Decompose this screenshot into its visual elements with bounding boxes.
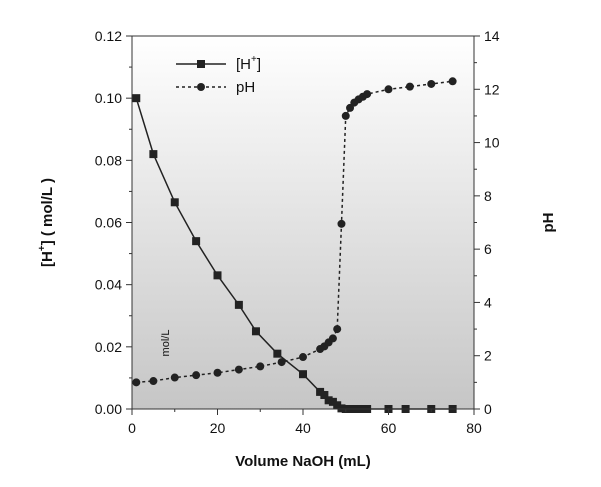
legend-label-h-plus-main: [H xyxy=(236,56,251,73)
y-left-tick-label: 0.00 xyxy=(95,401,122,417)
data-point-ph xyxy=(299,353,307,362)
data-point-ph xyxy=(213,368,222,377)
data-point-ph xyxy=(337,219,346,228)
data-point-ph xyxy=(341,111,350,120)
y-left-tick-label: 0.12 xyxy=(95,28,122,44)
data-point-ph xyxy=(363,90,372,99)
data-point-ph xyxy=(346,103,355,112)
y-axis-left-title-main: [H xyxy=(39,251,56,267)
x-tick-label: 80 xyxy=(466,420,482,436)
data-point-h-plus xyxy=(328,397,337,406)
legend-item-ph: pH xyxy=(176,79,255,96)
legend-item-h-plus: [H+] xyxy=(176,54,261,73)
x-tick-label: 20 xyxy=(210,420,226,436)
data-point-h-plus xyxy=(316,387,325,396)
legend-marker-circle xyxy=(197,83,205,91)
data-point-h-plus xyxy=(213,271,222,280)
data-point-h-plus xyxy=(251,327,260,336)
data-point-ph xyxy=(448,77,457,86)
y-right-tick-label: 0 xyxy=(484,401,492,417)
legend-label-h-plus: [H+] xyxy=(236,54,261,73)
legend: [H+] pH xyxy=(176,54,261,96)
y-right-tick-label: 12 xyxy=(484,81,500,97)
y-axis-right-title: pH xyxy=(540,213,557,233)
x-tick-label: 60 xyxy=(381,420,397,436)
y-right-tick-label: 4 xyxy=(484,294,492,310)
y-axis-left-title-rest: ] ( mol/L ) xyxy=(39,178,56,245)
legend-label-h-plus-rest: ] xyxy=(257,56,261,73)
data-point-h-plus xyxy=(333,401,342,410)
y-axis-left-title-sup: + xyxy=(37,245,48,251)
y-right-tick-label: 2 xyxy=(484,348,492,364)
data-point-h-plus xyxy=(337,404,346,413)
data-point-h-plus xyxy=(324,396,333,405)
legend-label-h-plus-sup: + xyxy=(251,54,257,65)
y-left-tick-label: 0.10 xyxy=(95,90,122,106)
data-point-h-plus xyxy=(320,391,329,400)
data-point-ph xyxy=(328,334,337,343)
y-left-tick-label: 0.06 xyxy=(95,215,122,231)
data-point-h-plus xyxy=(132,94,141,103)
legend-marker-square xyxy=(197,60,205,68)
data-point-ph xyxy=(384,85,393,94)
y-right-tick-label: 14 xyxy=(484,28,500,44)
y-left-tick-label: 0.02 xyxy=(95,339,122,355)
x-tick-label: 40 xyxy=(295,420,311,436)
data-point-h-plus xyxy=(149,150,158,159)
data-point-ph xyxy=(192,371,201,380)
y-right-tick-label: 10 xyxy=(484,135,500,151)
data-point-ph xyxy=(277,358,286,367)
y-right-tick-label: 8 xyxy=(484,188,492,204)
data-point-ph xyxy=(170,373,179,382)
y-right-tick-label: 6 xyxy=(484,241,492,257)
data-point-h-plus xyxy=(192,237,201,246)
data-point-h-plus xyxy=(273,349,282,358)
legend-label-ph: pH xyxy=(236,79,255,96)
x-tick-label: 0 xyxy=(128,420,136,436)
data-point-h-plus xyxy=(299,370,307,379)
y-left-tick-label: 0.08 xyxy=(95,152,122,168)
x-axis-title: Volume NaOH (mL) xyxy=(235,453,371,470)
y-left-tick-label: 0.04 xyxy=(95,277,122,293)
data-point-ph xyxy=(405,82,414,91)
data-point-ph xyxy=(149,377,158,386)
data-point-ph xyxy=(132,378,141,387)
data-point-ph xyxy=(333,325,342,334)
y-axis-left-title: [H+] ( mol/L ) xyxy=(37,178,56,267)
data-point-ph xyxy=(427,79,436,88)
plot-area xyxy=(132,36,474,409)
data-point-h-plus xyxy=(170,198,179,207)
annotation-text: mol/L xyxy=(160,330,172,357)
data-point-h-plus xyxy=(234,300,243,309)
data-point-ph xyxy=(256,362,265,371)
data-point-ph xyxy=(234,365,243,374)
